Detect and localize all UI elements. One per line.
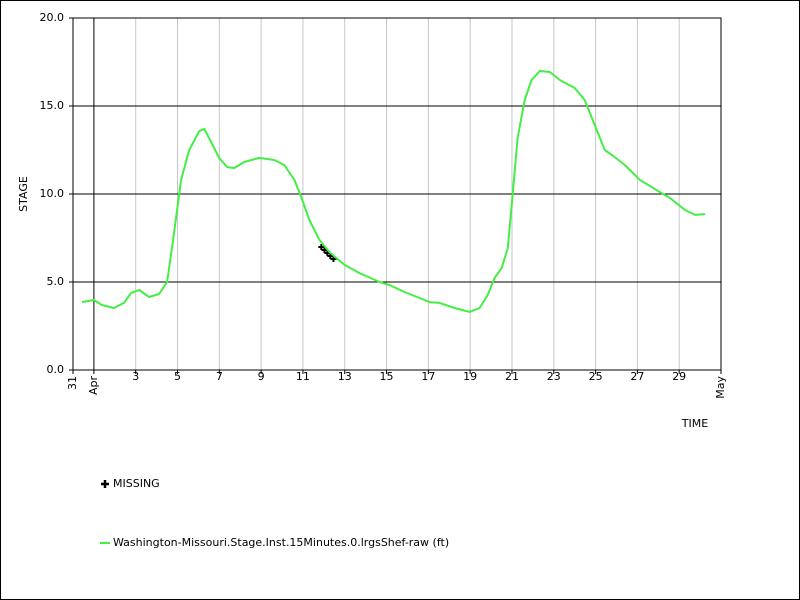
y-tick-label: 15.0	[40, 99, 65, 112]
x-tick-label: 7	[216, 370, 223, 383]
x-tick-label: 25	[589, 370, 603, 383]
legend-label: Washington-Missouri.Stage.Inst.15Minutes…	[113, 536, 449, 549]
x-tick-label: 13	[338, 370, 352, 383]
y-tick-label: 0.0	[47, 363, 65, 376]
x-tick-label: 5	[174, 370, 181, 383]
x-tick-label: 31	[66, 376, 79, 390]
x-axis-label: TIME	[681, 417, 708, 430]
x-tick-label: 21	[505, 370, 519, 383]
legend-label: MISSING	[113, 477, 160, 490]
x-tick-label: 29	[672, 370, 686, 383]
x-tick-label: Apr	[87, 376, 100, 396]
x-tick-label: 3	[132, 370, 139, 383]
missing-marker	[330, 255, 337, 262]
x-tick-label: 17	[421, 370, 435, 383]
x-tick-label: 15	[380, 370, 394, 383]
y-tick-label: 10.0	[40, 187, 65, 200]
x-tick-label: May	[714, 376, 727, 399]
x-tick-label: 9	[258, 370, 265, 383]
missing-marker	[318, 243, 325, 250]
x-tick-label: 11	[296, 370, 310, 383]
plot-frame	[72, 17, 722, 371]
x-tick-label: 27	[630, 370, 644, 383]
y-tick-label: 20.0	[40, 11, 65, 24]
legend-swatch	[101, 480, 109, 488]
data-line	[81, 70, 706, 313]
y-tick-label: 5.0	[47, 275, 65, 288]
x-tick-label: 23	[547, 370, 561, 383]
y-axis-label: STAGE	[17, 176, 30, 212]
x-tick-label: 19	[463, 370, 477, 383]
